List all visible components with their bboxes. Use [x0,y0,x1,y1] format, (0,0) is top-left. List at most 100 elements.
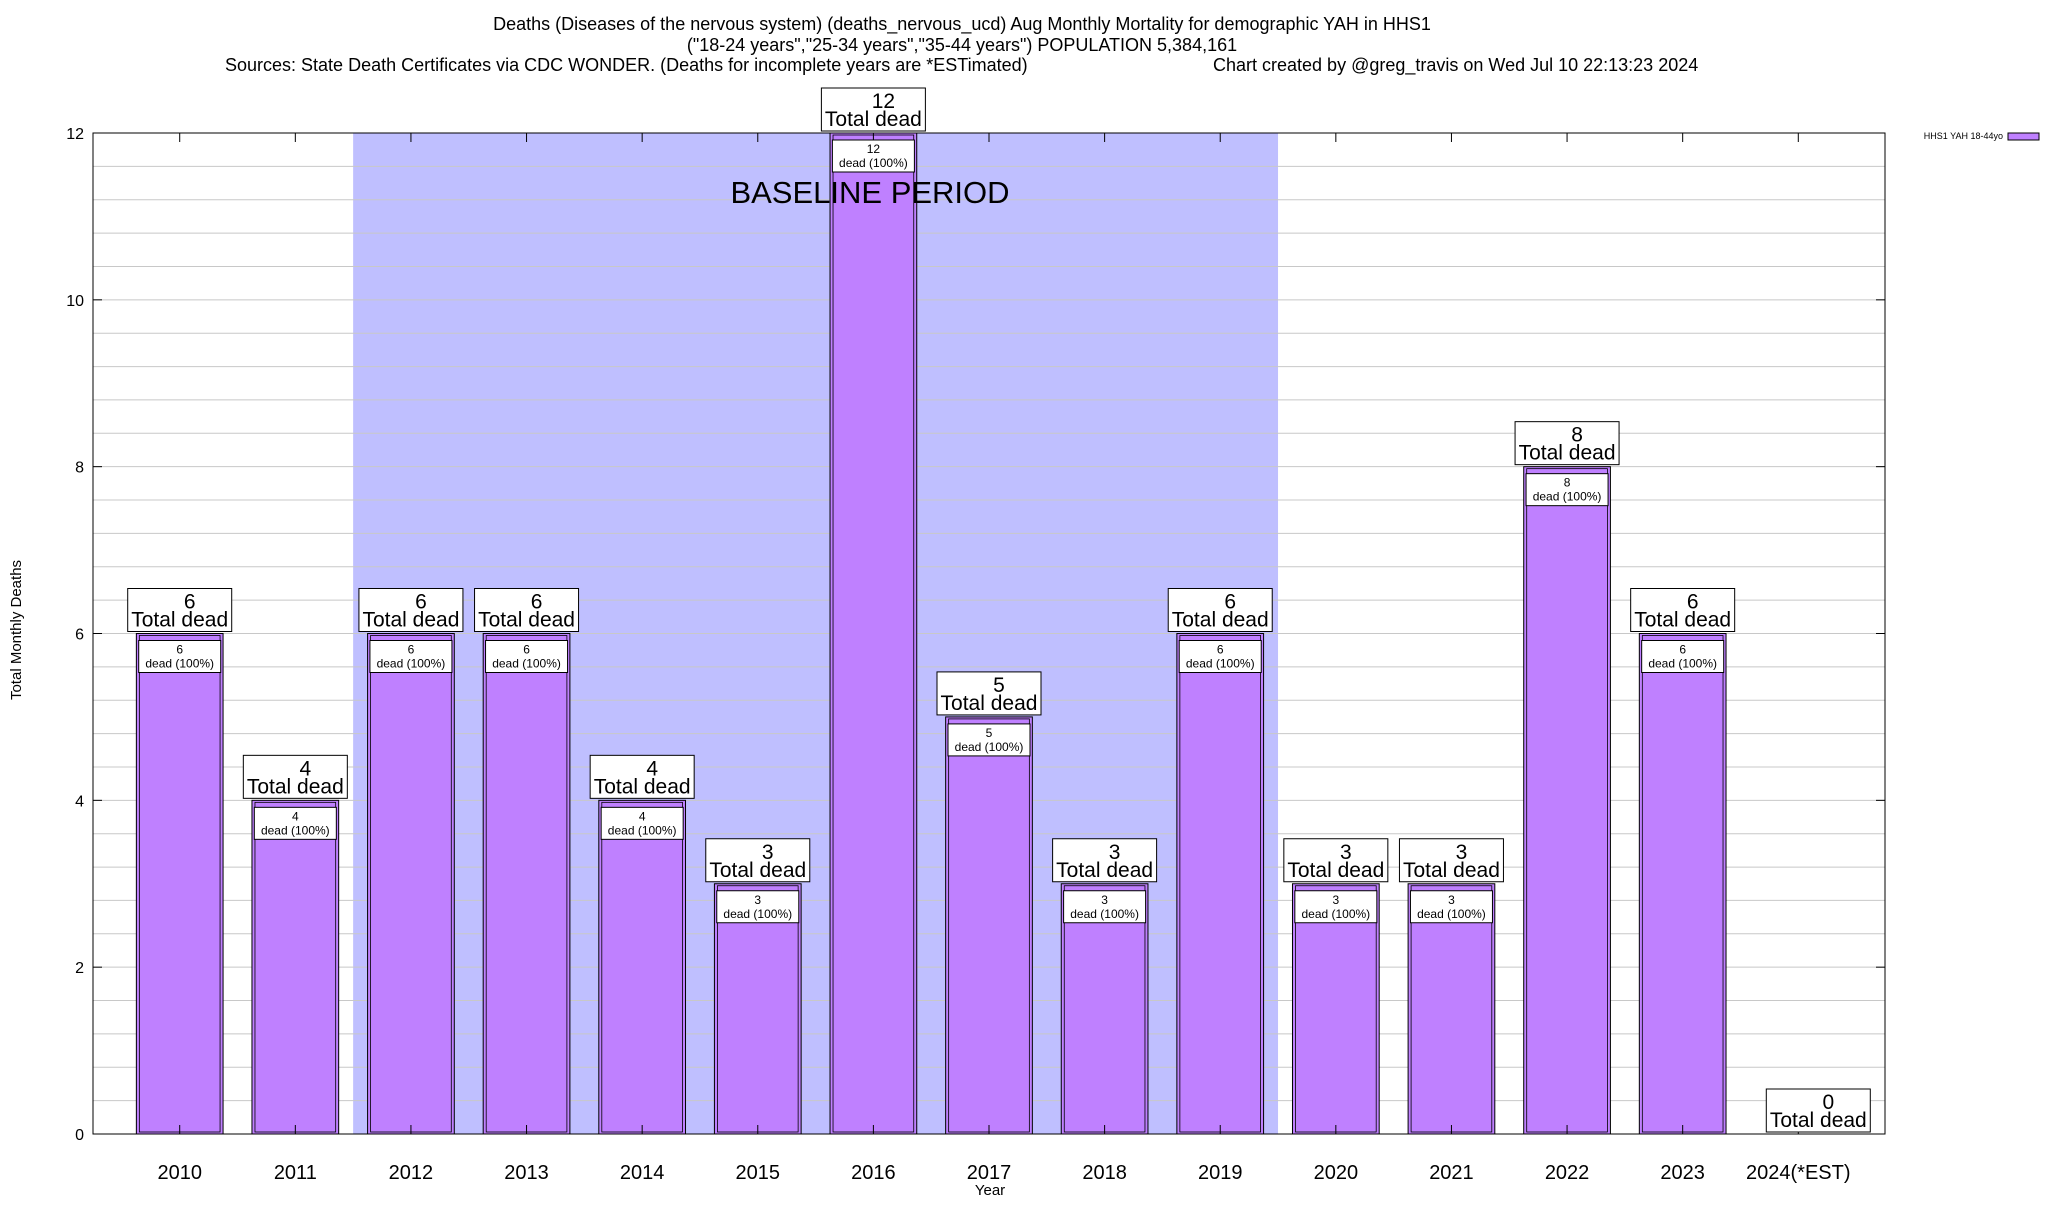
total-label-text: Total dead [247,775,344,798]
total-label-value: 6 [531,591,543,614]
x-tick-label: 2021 [1429,1162,1474,1184]
inner-label-box [1178,640,1262,673]
total-label-text: Total dead [1172,609,1269,632]
total-label-text: Total dead [1634,609,1731,632]
total-label-text: Total dead [1519,442,1616,465]
bars [135,132,1727,1135]
total-label-box [1052,838,1158,883]
inner-label-pct: dead (100%) [492,657,561,671]
legend: HHS1 YAH 18-44yo [1924,131,2040,141]
total-label-value: 4 [646,757,658,780]
x-tick-label: 2014 [620,1162,665,1184]
total-label-value: 3 [1456,841,1468,864]
bar [1523,466,1611,1135]
total-label-text: Total dead [1403,859,1500,882]
total-label-box [1765,1088,1871,1133]
x-tick-label: 2023 [1660,1162,1705,1184]
total-label-box [1283,838,1389,883]
inner-label-box [600,806,684,840]
inner-label-box [485,640,569,673]
total-label-value: 6 [415,591,427,614]
inner-label-box [1294,890,1378,924]
inner-label-pct: dead (100%) [1533,490,1602,504]
inner-label-value: 3 [754,893,761,907]
inner-label-value: 12 [867,142,881,156]
total-label-value: 3 [762,841,774,864]
inner-label-pct: dead (100%) [1070,907,1139,921]
inner-label-pct: dead (100%) [723,907,792,921]
x-axis-label: Year [975,1182,1005,1199]
total-label-value: 3 [1109,841,1121,864]
inner-label-value: 6 [408,643,415,657]
total-label-box [242,754,348,799]
inner-label-box [1063,890,1147,924]
total-label-text: Total dead [709,859,806,882]
total-label-text: Total dead [1770,1109,1867,1132]
inner-label-value: 6 [523,643,530,657]
total-label-value: 6 [1224,591,1236,614]
bar [598,799,687,1135]
inner-label-value: 3 [1101,893,1108,907]
total-label-text: Total dead [1056,859,1153,882]
y-tick-label: 2 [75,960,84,977]
y-tick-label: 8 [75,460,84,477]
x-tick-label: 2024(*EST) [1746,1162,1851,1184]
inner-label-value: 6 [1679,643,1686,657]
total-label-text: Total dead [825,108,922,131]
total-label-box [589,754,695,799]
total-label-box [1398,838,1504,883]
baseline-period-label: BASELINE PERIOD [730,175,1009,210]
inner-label-pct: dead (100%) [839,156,908,170]
y-tick-label: 12 [66,126,84,143]
total-label-value: 12 [872,90,895,113]
x-tick-label: 2010 [157,1162,202,1184]
inner-label-pct: dead (100%) [261,823,330,837]
inner-label-value: 6 [1217,643,1224,657]
inner-label-pct: dead (100%) [377,657,446,671]
y-tick-label: 0 [75,1127,84,1144]
bar [713,883,802,1135]
x-axis-ticks: 2010 2011 2012 2013 2014 2015 2016 2017 2018 2019… [157,133,1851,1184]
total-label-box [1167,588,1273,632]
inner-label-box [1409,890,1493,924]
total-label-value: 0 [1822,1091,1834,1114]
y-axis-label: Total Monthly Deaths [8,560,25,700]
total-label-box [358,588,464,632]
inner-label-value: 3 [1332,893,1339,907]
bar [367,633,455,1135]
total-label-value: 6 [184,591,196,614]
total-label-text: Total dead [478,609,575,632]
total-label-box [705,838,811,883]
x-tick-label: 2015 [736,1162,781,1184]
x-tick-label: 2018 [1082,1162,1127,1184]
total-label-text: Total dead [941,692,1038,715]
bar [482,633,571,1135]
total-label-box [1514,421,1620,466]
total-label-text: Total dead [362,609,459,632]
total-label-box [127,588,233,632]
x-tick-label: 2013 [504,1162,549,1184]
bar [135,633,224,1135]
inner-label-value: 5 [986,726,993,740]
inner-label-box [253,806,337,840]
inner-label-box [716,890,800,924]
x-tick-label: 2016 [851,1162,896,1184]
chart-title-line-1: Deaths (Diseases of the nervous system) … [493,14,1431,35]
bar [251,799,340,1135]
inner-label-pct: dead (100%) [1301,907,1370,921]
x-tick-label: 2022 [1545,1162,1590,1184]
total-label-text: Total dead [131,609,228,632]
inner-label-pct: dead (100%) [1186,657,1255,671]
bar [1638,633,1727,1135]
x-tick-label: 2019 [1198,1162,1243,1184]
bar [1407,883,1496,1135]
total-label-text: Total dead [1287,859,1384,882]
x-tick-label: 2011 [274,1162,317,1184]
bar [1291,883,1380,1135]
total-label-value: 6 [1687,591,1699,614]
inner-label-pct: dead (100%) [955,740,1024,754]
total-label-box [1630,588,1736,632]
